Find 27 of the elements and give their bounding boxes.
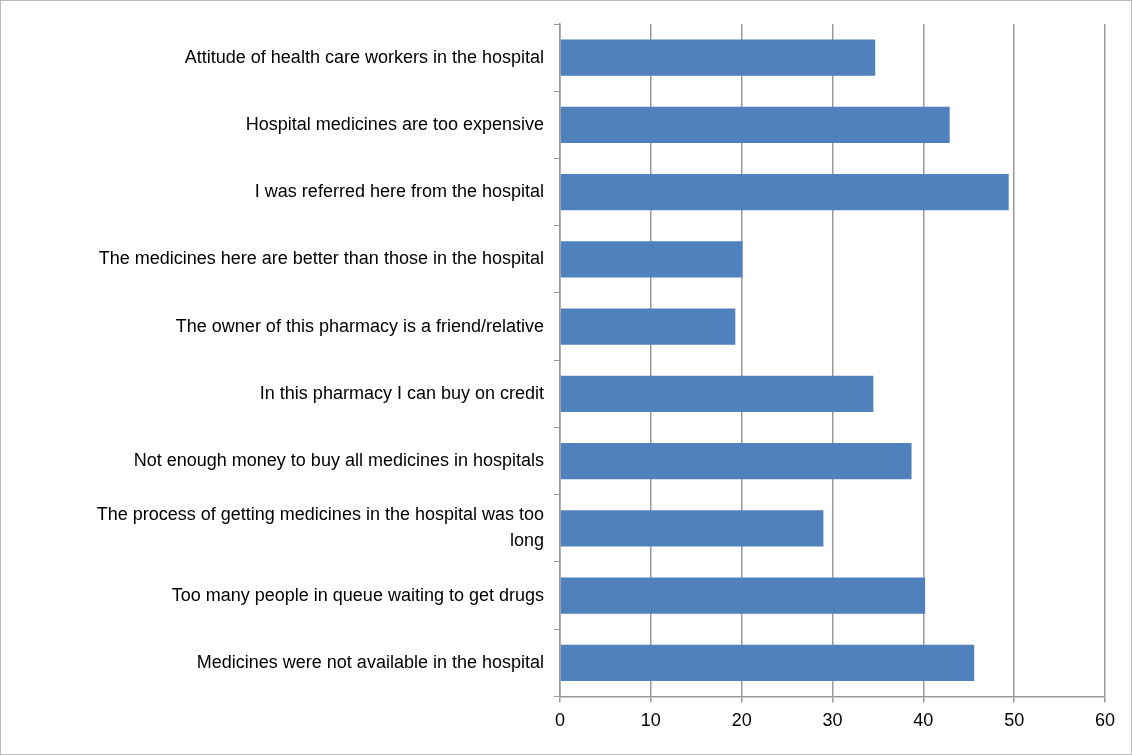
y-tick-label: The owner of this pharmacy is a friend/relative — [175, 315, 544, 336]
x-tick-label: 60 — [1094, 710, 1116, 731]
bar — [560, 375, 874, 412]
bar — [560, 510, 824, 547]
x-tick-label: 50 — [1004, 710, 1025, 731]
y-tick-label: The medicines here are better than those in the hospital — [98, 248, 544, 269]
y-tick-label: Too many people in queue waiting to get drugs — [171, 584, 544, 605]
bar — [560, 241, 743, 278]
y-tick-label: The process of getting medicines in the hospital was too long — [96, 504, 544, 551]
y-tick-label: Medicines were not available in the hospital — [196, 651, 544, 672]
x-tick-label: 40 — [913, 710, 934, 731]
x-tick-label: 10 — [640, 710, 661, 731]
y-tick-label: Attitude of health care workers in the hospital — [184, 46, 544, 67]
y-tick-label: Not enough money to buy all medicines in hospitals — [133, 450, 544, 471]
bar — [560, 577, 926, 614]
bar — [560, 442, 912, 480]
x-tick-label: 30 — [822, 710, 843, 731]
bar — [560, 106, 950, 144]
bar — [560, 39, 876, 76]
bar — [560, 308, 736, 345]
bar — [560, 644, 975, 681]
y-tick-label: I was referred here from the hospital — [254, 181, 544, 202]
bar — [560, 173, 1009, 211]
x-tick-label: 0 — [554, 710, 566, 731]
x-tick-label: 20 — [731, 710, 752, 731]
y-tick-label: In this pharmacy I can buy on credit — [259, 382, 544, 403]
y-tick-label: Hospital medicines are too expensive — [245, 113, 544, 134]
